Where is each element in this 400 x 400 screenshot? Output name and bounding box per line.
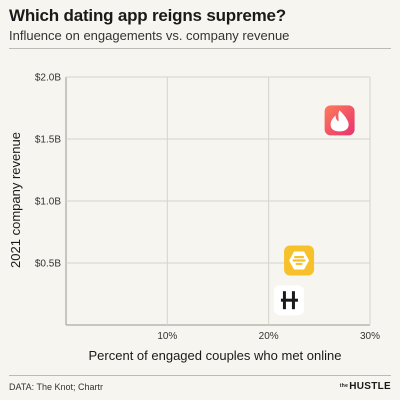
bumble-hive-icon	[284, 245, 315, 276]
x-tick-label: 10%	[157, 331, 177, 342]
data-points	[273, 105, 355, 316]
brand-logo: theHUSTLE	[340, 381, 391, 392]
x-axis-label: Percent of engaged couples who met onlin…	[89, 348, 342, 363]
hinge-h-icon	[273, 285, 304, 316]
source-note: DATA: The Knot; Chartr	[9, 382, 104, 392]
x-tick-label: 30%	[360, 331, 380, 342]
y-axis-label: 2021 company revenue	[8, 132, 23, 268]
y-tick-label: $1.0B	[35, 197, 61, 208]
y-tick-label: $0.5B	[35, 259, 61, 270]
chart-title: Which dating app reigns supreme?	[9, 6, 286, 25]
brand-prefix: the	[339, 383, 349, 389]
grid	[65, 76, 371, 326]
tick-labels: 10% 20% 30% $0.5B $1.0B $1.5B $2.0B	[35, 73, 380, 343]
footer-divider	[9, 375, 391, 376]
y-tick-label: $1.5B	[35, 135, 61, 146]
y-tick-label: $2.0B	[35, 73, 61, 84]
chart-subtitle: Influence on engagements vs. company rev…	[9, 28, 290, 43]
brand-name: HUSTLE	[349, 381, 391, 392]
tinder-flame-icon	[324, 105, 355, 136]
x-tick-label: 20%	[259, 331, 279, 342]
header-divider	[9, 48, 391, 49]
